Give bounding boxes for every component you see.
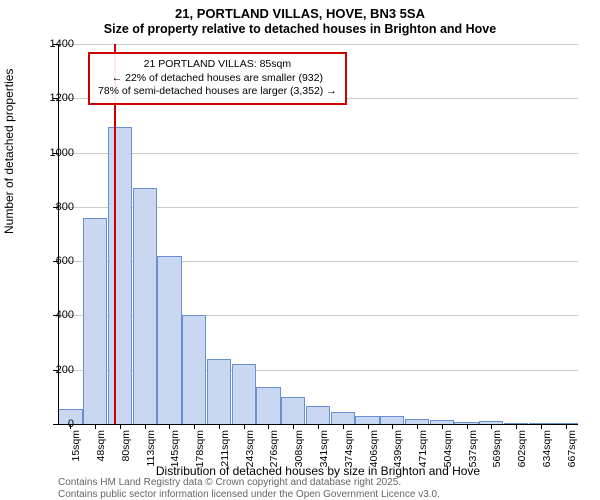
histogram-bar <box>232 364 256 424</box>
histogram-bar <box>108 127 132 424</box>
attribution-line-1: Contains HM Land Registry data © Crown c… <box>58 477 440 489</box>
info-line-1: 21 PORTLAND VILLAS: 85sqm <box>98 58 337 72</box>
histogram-bar <box>133 188 157 424</box>
histogram-bar <box>380 416 404 424</box>
chart-title-main: 21, PORTLAND VILLAS, HOVE, BN3 5SA <box>0 0 600 21</box>
x-axis-label: Distribution of detached houses by size … <box>58 464 578 478</box>
histogram-bar <box>207 359 231 424</box>
histogram-chart: 21, PORTLAND VILLAS, HOVE, BN3 5SA Size … <box>0 0 600 500</box>
attribution-line-2: Contains public sector information licen… <box>58 489 440 500</box>
gridline <box>58 44 578 45</box>
histogram-bar <box>355 416 379 424</box>
x-axis-line <box>58 424 578 425</box>
info-line-2: ← 22% of detached houses are smaller (93… <box>98 72 337 86</box>
info-box: 21 PORTLAND VILLAS: 85sqm ← 22% of detac… <box>88 52 347 105</box>
attribution: Contains HM Land Registry data © Crown c… <box>58 477 440 500</box>
histogram-bar <box>306 406 330 424</box>
histogram-bar <box>256 387 280 424</box>
histogram-bar <box>281 397 305 424</box>
histogram-bar <box>182 315 206 424</box>
y-axis-label: Number of detached properties <box>2 69 16 234</box>
histogram-bar <box>331 412 355 424</box>
y-axis-line <box>58 44 59 424</box>
histogram-bar <box>83 218 107 424</box>
chart-title-sub: Size of property relative to detached ho… <box>0 21 600 36</box>
info-line-3: 78% of semi-detached houses are larger (… <box>98 85 337 99</box>
histogram-bar <box>157 256 181 424</box>
gridline <box>58 153 578 154</box>
